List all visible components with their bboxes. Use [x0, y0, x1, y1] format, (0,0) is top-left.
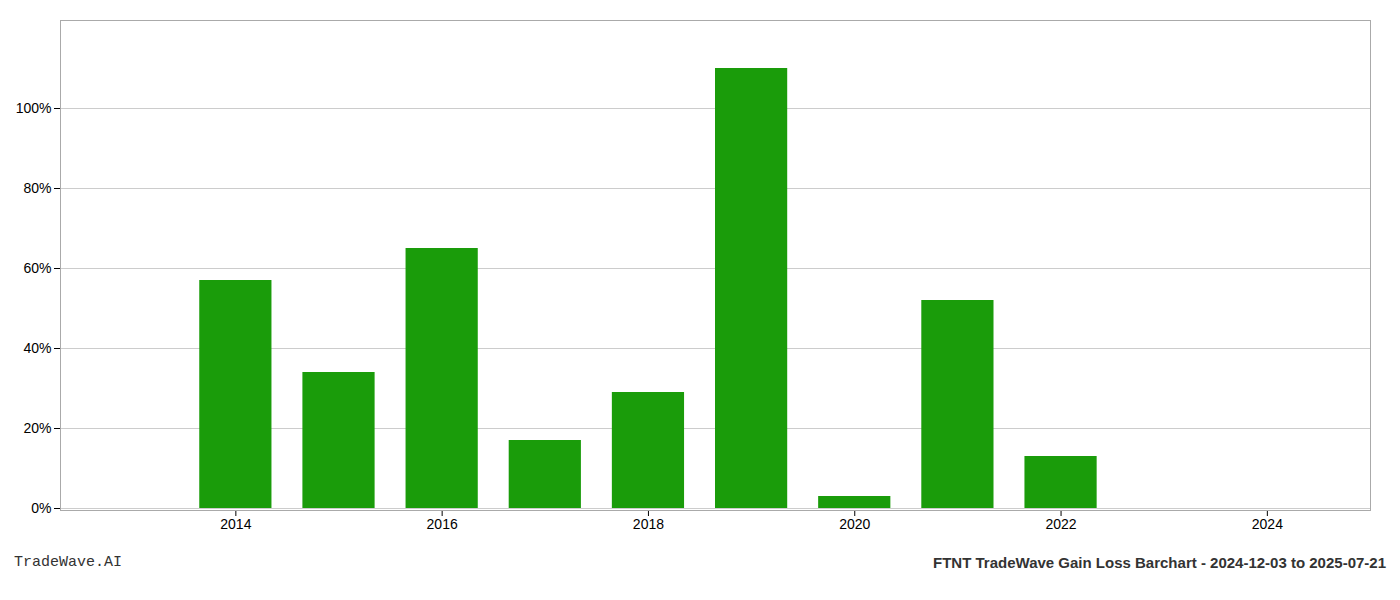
html-text:TradeWave.AI: TradeWave.AI [14, 554, 122, 571]
svg-text:100%: 100% [16, 100, 52, 116]
svg-text:2024: 2024 [1252, 516, 1283, 532]
html-text:FTNT TradeWave Gain Loss Barch: FTNT TradeWave Gain Loss Barchart - 2024… [933, 554, 1386, 571]
svg-text:40%: 40% [23, 340, 51, 356]
svg-text:2020: 2020 [839, 516, 870, 532]
svg-text:2014: 2014 [220, 516, 251, 532]
svg-text:20%: 20% [23, 420, 51, 436]
svg-text:2022: 2022 [1045, 516, 1076, 532]
svg-text:2016: 2016 [427, 516, 458, 532]
svg-text:80%: 80% [23, 180, 51, 196]
svg-text:60%: 60% [23, 260, 51, 276]
svg-text:2018: 2018 [633, 516, 664, 532]
svg-text:0%: 0% [31, 500, 51, 516]
